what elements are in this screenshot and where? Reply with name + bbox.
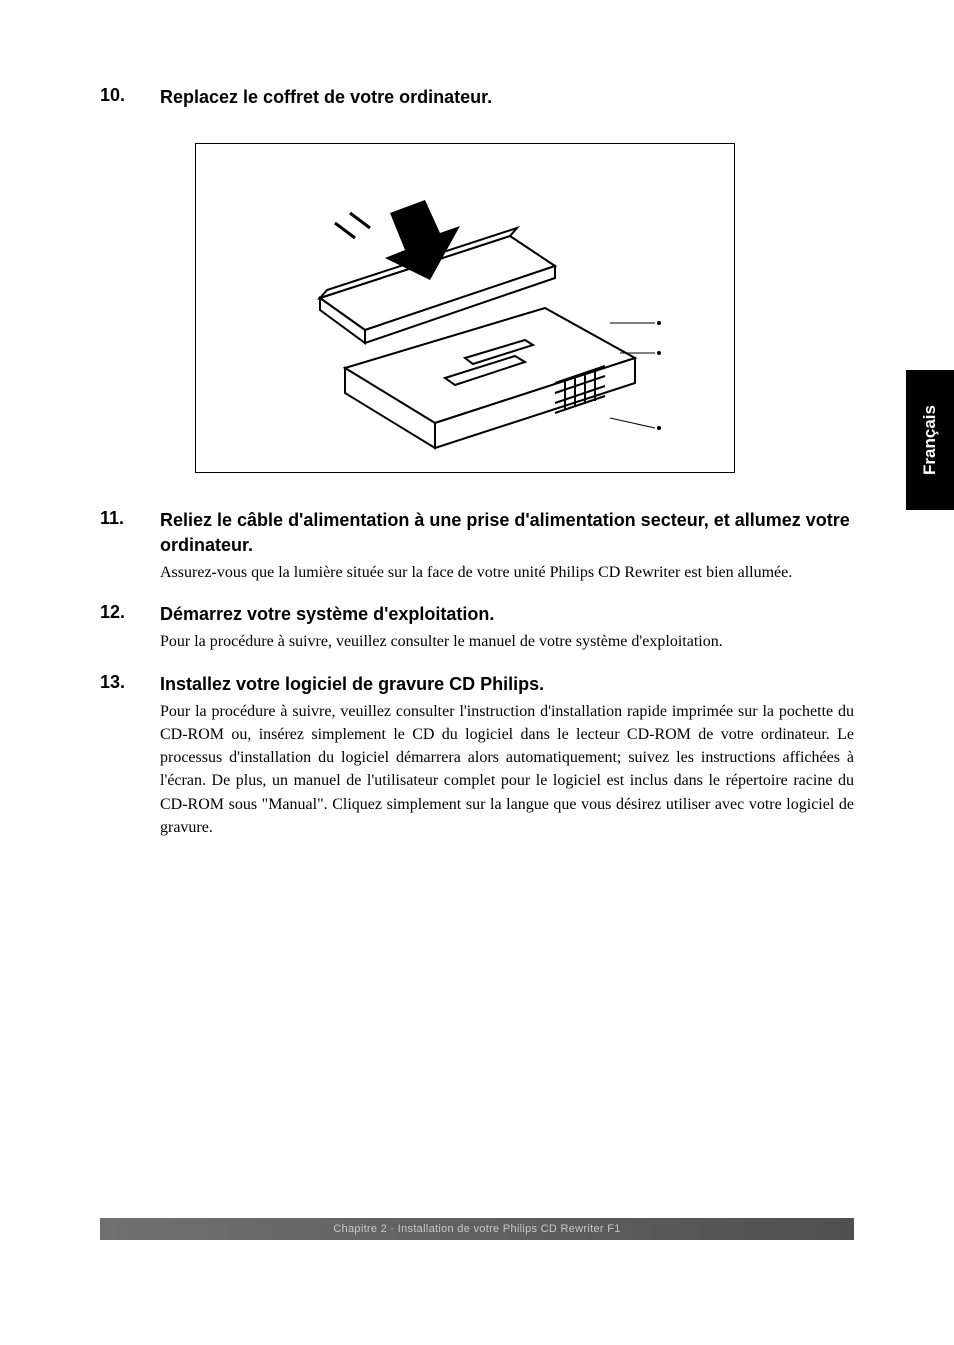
footer-bar: Chapitre 2 · Installation de votre Phili… <box>100 1218 854 1240</box>
step-number: 11. <box>100 508 160 584</box>
footer-text: Chapitre 2 · Installation de votre Phili… <box>333 1223 620 1235</box>
step-10: 10. Replacez le coffret de votre ordinat… <box>100 85 854 113</box>
step-title: Replacez le coffret de votre ordinateur. <box>160 85 854 109</box>
manual-page: 10. Replacez le coffret de votre ordinat… <box>0 0 954 1345</box>
step-body: Assurez-vous que la lumière située sur l… <box>160 561 854 584</box>
step-content: Reliez le câble d'alimentation à une pri… <box>160 508 854 584</box>
step-title: Installez votre logiciel de gravure CD P… <box>160 672 854 696</box>
figure-computer-case <box>195 143 735 473</box>
step-title: Démarrez votre système d'exploitation. <box>160 602 854 626</box>
step-content: Replacez le coffret de votre ordinateur. <box>160 85 854 113</box>
step-number: 13. <box>100 672 160 839</box>
step-title: Reliez le câble d'alimentation à une pri… <box>160 508 854 557</box>
step-content: Démarrez votre système d'exploitation. P… <box>160 602 854 653</box>
step-body: Pour la procédure à suivre, veuillez con… <box>160 630 854 653</box>
step-content: Installez votre logiciel de gravure CD P… <box>160 672 854 839</box>
computer-case-replacement-icon <box>215 158 715 458</box>
step-number: 12. <box>100 602 160 653</box>
step-13: 13. Installez votre logiciel de gravure … <box>100 672 854 839</box>
step-11: 11. Reliez le câble d'alimentation à une… <box>100 508 854 584</box>
step-body: Pour la procédure à suivre, veuillez con… <box>160 700 854 839</box>
step-number: 10. <box>100 85 160 113</box>
step-12: 12. Démarrez votre système d'exploitatio… <box>100 602 854 653</box>
